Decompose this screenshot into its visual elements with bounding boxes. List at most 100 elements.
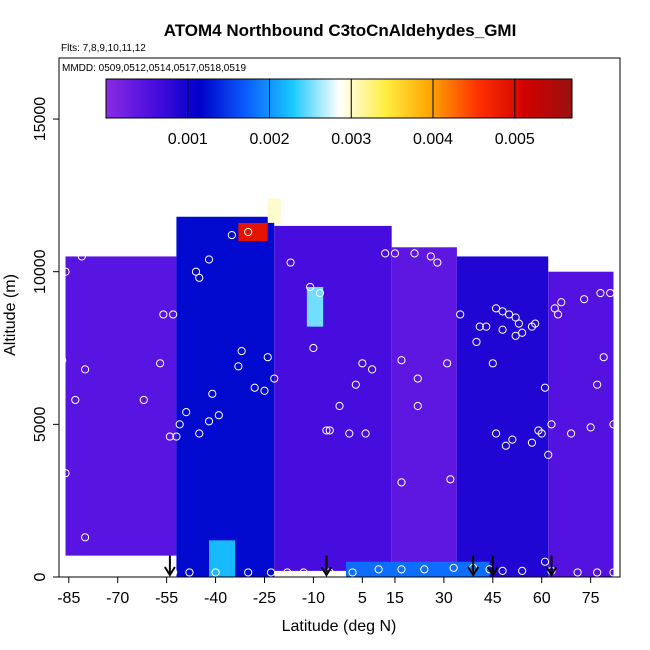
observation-point [491,304,501,313]
observation-point [518,328,527,337]
colorbar-tick-label: 0.005 [495,131,535,148]
observation-point [335,401,344,411]
observation-point [71,395,80,405]
flight-arrow-head [545,566,558,577]
observation-point [472,337,481,347]
observation-point [309,343,318,353]
observation-point [299,568,308,577]
observation-point [599,353,608,362]
observation-point [531,319,540,328]
observation-point [586,423,595,432]
observation-point [570,224,579,234]
colorbar-tick-label: 0.003 [331,131,371,148]
y-tick-label: 5000 [32,406,49,442]
y-axis-label: Altitude (m) [2,274,19,356]
observation-point [576,249,585,258]
colorbar-tick-label: 0.004 [413,131,453,148]
observation-point [596,288,605,298]
observation-point [547,420,556,429]
observation-point [244,568,253,577]
x-tick-label: 60 [533,590,551,607]
observation-point [110,224,119,234]
x-tick-label: -40 [204,590,227,607]
observation-point [498,566,507,575]
heatmap-cell [176,216,275,577]
colorbar-gradient [105,78,573,119]
observation-point [234,362,243,371]
observation-point [433,258,442,267]
observation-point [560,258,569,267]
x-tick-label: 15 [386,590,404,607]
observation-point [172,432,181,441]
x-tick-label: -70 [106,590,129,607]
observation-point [322,426,331,435]
observation-point [358,359,367,368]
observation-point [566,429,576,438]
observation-points [59,224,618,577]
observation-point [518,566,527,575]
observation-point [449,563,458,572]
observation-point [508,435,517,444]
observation-point [165,432,174,441]
observation-point [211,568,220,577]
observation-point [263,353,272,362]
observation-point [283,568,292,577]
observation-point [175,420,184,429]
x-axis-label: Latitude (deg N) [282,618,397,635]
observation-point [61,469,70,478]
observation-point [413,401,422,411]
observation-point [570,246,579,255]
observation-point [456,310,465,319]
observation-point [61,267,70,276]
x-tick-label: -85 [57,590,80,607]
heatmap-cell [267,198,281,223]
observation-point [505,310,514,319]
observation-point [553,310,563,319]
observation-point [609,420,618,429]
flight-arrow-head [320,566,333,577]
observation-point [182,408,191,417]
observation-point [80,533,90,542]
x-tick-label: -55 [155,590,178,607]
observation-point [345,429,354,438]
observation-point [204,417,214,426]
observation-point [185,568,194,577]
observation-point [580,295,589,304]
observation-point [244,227,253,237]
heatmap-cell [238,222,268,242]
heatmap-cell [548,271,614,577]
plot-frame [58,57,621,578]
observation-point [527,438,537,447]
observation-point [420,565,429,574]
chart-title: ATOM4 Northbound C3toCnAldehydes_GMI [164,21,517,40]
flights-label: Flts: 7,8,9,10,11,12 [61,43,146,54]
observation-point [491,429,501,438]
flight-arrow-head [467,566,480,577]
heatmap-field [65,198,614,577]
flight-arrow-head [486,566,499,577]
observation-point [397,565,406,574]
observation-point [237,346,246,356]
colorbar-tick-label: 0.002 [249,131,289,148]
observation-point [195,429,204,438]
observation-point [498,307,507,316]
observation-point [593,380,602,389]
observation-point [159,310,168,319]
observation-point [260,386,269,395]
observation-point [361,429,370,438]
observation-point [208,389,217,398]
observation-point [227,230,236,240]
y-tick-label: 0 [32,572,49,581]
observation-point [544,450,553,459]
heatmap-cell [391,247,457,577]
dates-label: MMDD: 0509,0512,0514,0517,0518,0519 [62,63,246,74]
colorbar-tick-label: 0.001 [168,131,208,148]
observation-point [443,359,452,368]
observation-point [270,374,279,383]
observation-point [204,255,214,264]
observation-point [511,331,520,340]
observation-point [488,359,497,368]
observation-point [368,365,377,374]
x-tick-label: 45 [484,590,502,607]
observation-point [77,252,86,261]
